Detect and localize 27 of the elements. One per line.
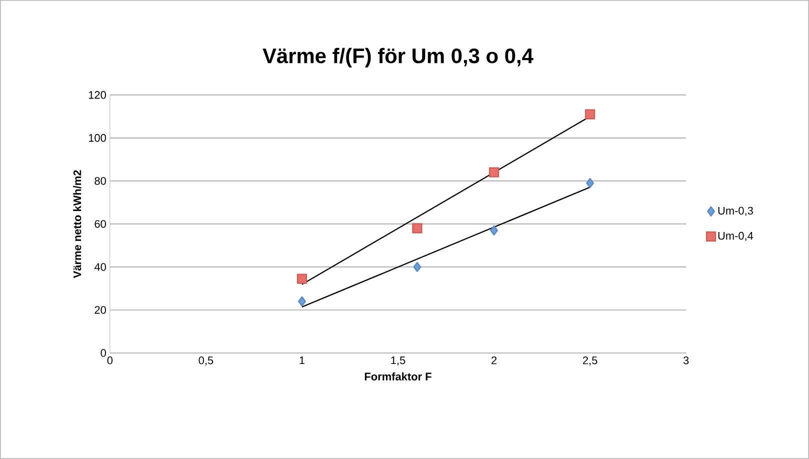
y-tick-label: 40: [94, 263, 106, 271]
point: [298, 296, 306, 306]
legend-label: Um-0,4: [718, 232, 754, 242]
x-tick-label: 3: [683, 356, 689, 364]
point: [412, 223, 422, 234]
x-tick-label: 2,5: [582, 356, 598, 366]
y-tick-label: 0: [100, 349, 106, 357]
y-tick-label: 120: [88, 91, 106, 99]
y-axis-title: Värme netto kWh/m2: [73, 170, 82, 278]
point: [296, 274, 308, 284]
x-tick-label: 2: [492, 356, 497, 364]
point: [488, 167, 500, 178]
x-tick-label: 1: [300, 356, 304, 364]
y-tick-label: 20: [94, 306, 106, 314]
x-axis-title: Formfaktor F: [364, 372, 432, 380]
point: [586, 178, 594, 188]
point: [490, 225, 498, 236]
x-tick-label: 0,5: [198, 356, 214, 366]
chart-title: Värme f/(F) för Um 0,3 o 0,4: [262, 48, 534, 68]
y-tick-label: 100: [88, 134, 106, 142]
x-tick-label: 1,5: [391, 356, 406, 366]
legend-label: Um-0,3: [718, 206, 753, 216]
y-tick-label: 60: [94, 220, 106, 228]
x-tick-label: 0: [107, 356, 113, 364]
point: [413, 262, 422, 272]
y-tick-label: 80: [94, 177, 106, 185]
point: [584, 109, 596, 120]
